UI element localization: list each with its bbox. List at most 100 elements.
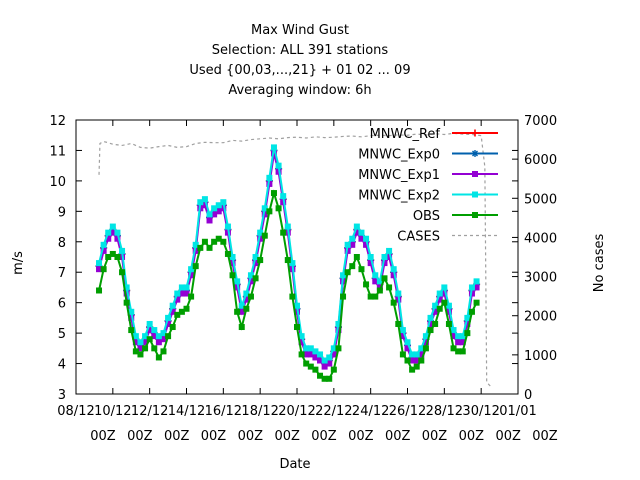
data-point	[459, 333, 466, 340]
data-point	[132, 333, 139, 340]
data-point	[303, 360, 310, 367]
data-point	[215, 235, 222, 242]
data-point	[432, 320, 439, 327]
data-point	[151, 333, 158, 340]
data-point	[473, 278, 480, 285]
data-point	[169, 302, 176, 309]
x-tick-label: 20/12	[278, 404, 315, 419]
legend-item: MNWC_Exp2	[358, 189, 498, 204]
data-point	[363, 241, 370, 248]
data-point	[252, 275, 259, 282]
series-obs	[96, 189, 480, 382]
data-point	[284, 223, 291, 230]
data-point	[146, 327, 153, 334]
data-point	[220, 199, 227, 206]
data-point	[326, 360, 333, 367]
data-point	[234, 284, 241, 291]
y2-tick-label: 7000	[524, 114, 557, 129]
data-point	[280, 193, 287, 200]
data-point	[390, 299, 397, 306]
data-point	[128, 314, 135, 321]
data-point	[372, 293, 379, 300]
data-point	[247, 272, 254, 279]
y-axis-right: 0 1000 2000 3000 4000 5000 6000 7000	[512, 114, 557, 403]
x-tick-hour-label: 00Z	[127, 429, 153, 444]
data-point	[349, 235, 356, 242]
x-tick-hour-label: 00Z	[274, 429, 300, 444]
data-point	[321, 363, 328, 370]
data-point	[418, 357, 425, 364]
data-point	[201, 202, 208, 209]
chart-title-line: Max Wind Gust	[251, 23, 349, 38]
x-tick-label: 01/01	[499, 404, 536, 419]
data-point	[119, 247, 126, 254]
data-point	[211, 238, 218, 245]
data-point	[109, 250, 116, 257]
data-point	[399, 327, 406, 334]
data-point	[155, 333, 162, 340]
y2-tick-label: 0	[524, 388, 532, 403]
data-point	[289, 293, 296, 300]
data-point	[284, 257, 291, 264]
data-point	[409, 366, 416, 373]
data-point	[312, 348, 319, 355]
data-point	[409, 351, 416, 358]
data-point	[188, 293, 195, 300]
x-axis-label: Date	[279, 457, 310, 472]
data-point	[459, 348, 466, 355]
data-point	[270, 144, 277, 151]
x-tick-label: 18/12	[241, 404, 278, 419]
y2-tick-label: 3000	[524, 271, 557, 286]
legend-marker	[471, 129, 479, 137]
data-point	[381, 275, 388, 282]
data-point	[165, 333, 172, 340]
data-point	[109, 223, 116, 230]
data-point	[261, 232, 268, 239]
data-point	[123, 299, 130, 306]
data-point	[399, 351, 406, 358]
y-axis-left: 3 4 5 6 7 8 9 10 11 12	[49, 114, 518, 403]
data-point	[146, 320, 153, 327]
data-point	[422, 339, 429, 346]
data-point	[160, 336, 167, 343]
data-point	[298, 351, 305, 358]
data-point	[114, 235, 121, 242]
data-point	[128, 327, 135, 334]
data-point	[211, 205, 218, 212]
data-point	[137, 351, 144, 358]
legend-marker	[471, 150, 479, 157]
data-point	[344, 241, 351, 248]
data-point	[422, 333, 429, 340]
data-point	[96, 260, 103, 267]
x-tick-hour-label: 00Z	[385, 429, 411, 444]
data-point	[450, 327, 457, 334]
y-tick-label: 7	[58, 266, 66, 281]
data-point	[224, 223, 231, 230]
data-point	[312, 354, 319, 361]
y2-tick-label: 2000	[524, 310, 557, 325]
y-tick-label: 9	[58, 205, 66, 220]
y-tick-label: 4	[58, 358, 66, 373]
data-point	[386, 254, 393, 260]
data-point	[298, 339, 305, 346]
x-tick-hour-label: 00Z	[532, 429, 558, 444]
x-tick-label: 14/12	[168, 404, 205, 419]
data-point	[473, 284, 480, 291]
data-point	[326, 375, 333, 382]
data-point	[197, 244, 204, 251]
x-tick-hour-label: 00Z	[311, 429, 337, 444]
data-point	[234, 308, 241, 315]
data-point	[335, 320, 342, 327]
data-point	[132, 348, 139, 355]
data-point	[363, 281, 370, 288]
x-tick-hour-label: 00Z	[90, 429, 116, 444]
data-point	[399, 333, 406, 340]
data-point	[183, 284, 190, 291]
y-tick-label: 12	[49, 114, 66, 129]
data-point	[257, 235, 264, 242]
data-point	[413, 351, 420, 358]
data-point	[229, 272, 236, 279]
data-point	[298, 333, 305, 340]
data-point	[100, 266, 107, 273]
